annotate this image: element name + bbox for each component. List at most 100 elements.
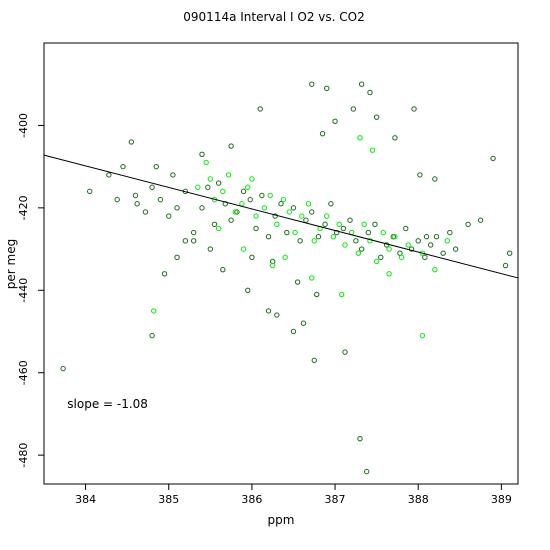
- scatter-point: [211, 221, 218, 228]
- scatter-point: [205, 184, 211, 190]
- scatter-point: [151, 308, 157, 314]
- plot-frame: [43, 42, 519, 485]
- scatter-point: [272, 213, 278, 219]
- scatter-point: [153, 163, 159, 170]
- x-axis: 384 385 386 387 388 389: [75, 484, 512, 506]
- scatter-point: [174, 254, 180, 261]
- scatter-point: [440, 250, 446, 256]
- scatter-point: [87, 188, 93, 195]
- scatter-point: [411, 106, 417, 112]
- scatter-point: [215, 180, 222, 186]
- scatter-point: [106, 172, 112, 178]
- scatter-point: [433, 234, 440, 240]
- scatter-point: [386, 271, 392, 277]
- y-axis: -400 -420 -440 -460 -480: [17, 113, 44, 468]
- scatter-point: [419, 332, 426, 339]
- scatter-point: [195, 184, 201, 190]
- scatter-point: [315, 234, 322, 240]
- x-tick-label: 385: [158, 493, 179, 506]
- scatter-point: [253, 213, 259, 219]
- scatter-point: [182, 238, 189, 244]
- scatter-point: [334, 229, 340, 236]
- scatter-point: [390, 234, 396, 240]
- scatter-point: [408, 246, 415, 252]
- slope-annotation: slope = -1.08: [67, 397, 148, 411]
- scatter-point: [222, 201, 228, 207]
- scatter-point: [444, 238, 451, 244]
- scatter-point: [225, 172, 232, 178]
- scatter-points: [60, 81, 513, 475]
- scatter-point: [274, 312, 280, 318]
- y-axis-label: per meg: [4, 239, 18, 289]
- scatter-point: [330, 234, 337, 240]
- scatter-point: [259, 192, 265, 199]
- scatter-point: [506, 250, 513, 256]
- scatter-point: [367, 238, 373, 244]
- scatter-point: [120, 163, 126, 170]
- scatter-point: [378, 254, 384, 261]
- scatter-point: [309, 209, 315, 215]
- scatter-point: [324, 213, 330, 219]
- scatter-point: [228, 217, 234, 223]
- scatter-point: [60, 365, 66, 372]
- scatter-point: [319, 130, 326, 137]
- scatter-point: [228, 143, 234, 149]
- scatter-point: [190, 238, 197, 244]
- scatter-point: [265, 234, 272, 240]
- scatter-point: [392, 135, 398, 141]
- scatter-point: [417, 172, 423, 178]
- scatter-point: [452, 246, 459, 252]
- scatter-point: [386, 246, 392, 252]
- scatter-point: [347, 217, 353, 223]
- scatter-point: [322, 221, 328, 228]
- scatter-point: [166, 213, 172, 219]
- scatter-point: [355, 250, 362, 256]
- scatter-point: [220, 188, 226, 195]
- scatter-point: [361, 221, 367, 228]
- scatter-point: [245, 287, 251, 293]
- scatter-point: [305, 201, 312, 207]
- scatter-point: [265, 308, 272, 314]
- scatter-point: [502, 262, 509, 269]
- scatter-point: [342, 349, 348, 355]
- scatter-point: [336, 221, 342, 228]
- scatter-point: [290, 328, 297, 335]
- scatter-point: [161, 271, 168, 277]
- scatter-point: [392, 234, 398, 240]
- scatter-point: [398, 254, 405, 261]
- scatter-point: [358, 246, 365, 252]
- scatter-point: [339, 291, 345, 298]
- scatter-point: [220, 266, 226, 273]
- scatter-point: [282, 254, 288, 261]
- scatter-point: [240, 246, 247, 252]
- scatter-point: [311, 357, 317, 364]
- scatter-point: [357, 135, 363, 141]
- scatter-point: [427, 242, 434, 248]
- scatter-point: [367, 89, 373, 96]
- scatter-point: [419, 250, 426, 256]
- scatter-point: [311, 238, 317, 244]
- scatter-point: [284, 229, 290, 236]
- scatter-point: [249, 254, 255, 261]
- x-tick-label: 387: [325, 493, 346, 506]
- scatter-point: [363, 468, 370, 475]
- scatter-point: [174, 205, 180, 211]
- scatter-point: [432, 266, 438, 273]
- scatter-point: [373, 114, 380, 120]
- scatter-point: [422, 254, 428, 261]
- scatter-point: [232, 209, 238, 215]
- scatter-point: [203, 159, 209, 166]
- scatter-point: [245, 184, 251, 190]
- scatter-point: [267, 192, 273, 199]
- scatter-point: [299, 213, 305, 219]
- scatter-point: [149, 332, 155, 339]
- scatter-point: [247, 196, 253, 203]
- scatter-point: [239, 201, 245, 207]
- scatter-point: [297, 238, 303, 244]
- scatter-point: [278, 201, 284, 207]
- scatter-point: [357, 435, 363, 442]
- scatter-point: [365, 229, 372, 236]
- scatter-point: [324, 85, 330, 92]
- annotations: slope = -1.08: [67, 397, 148, 411]
